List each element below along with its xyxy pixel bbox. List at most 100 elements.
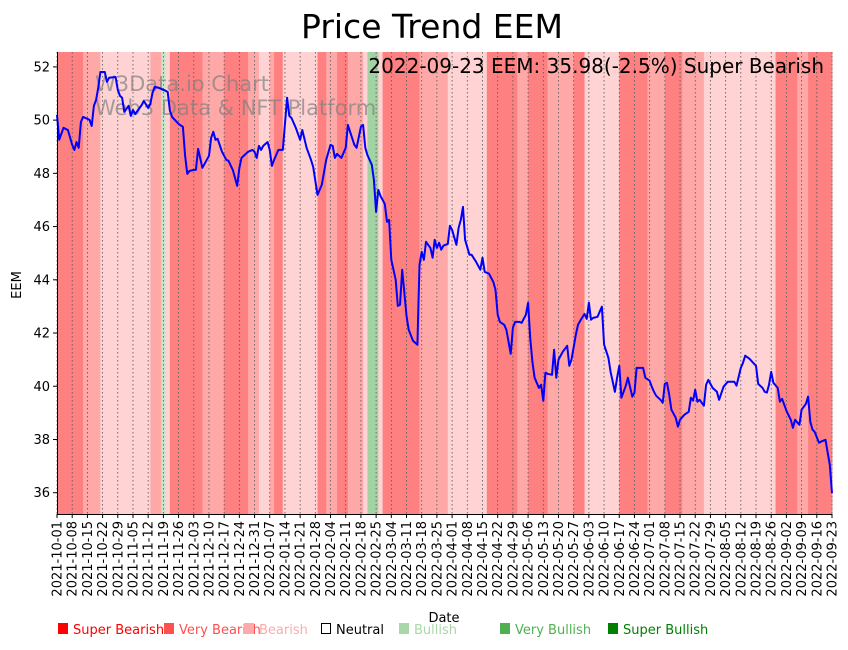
x-axis-label: Date — [428, 611, 459, 626]
watermark: W3Data.io Chart Web3 Data & NFT Platform — [95, 72, 376, 120]
x-tick-label: 2022-06-10 — [598, 521, 613, 597]
legend-swatch — [321, 623, 331, 634]
band-bullish — [161, 52, 167, 514]
band-bearish — [584, 52, 620, 514]
x-tick-label: 2022-07-01 — [643, 521, 658, 597]
x-tick-label: 2022-08-12 — [734, 521, 749, 597]
x-tick-label: 2021-10-29 — [111, 521, 126, 597]
x-tick-label: 2022-03-18 — [415, 521, 430, 597]
y-tick-label: 44 — [33, 273, 50, 288]
band-bearish — [703, 52, 777, 514]
x-tick-label: 2022-03-04 — [385, 521, 400, 597]
x-ticks: 2021-10-01 2021-10-08 2021-10-15 2021-10-22… — [51, 514, 841, 597]
band-very-bearish — [517, 52, 529, 514]
x-tick-label: 2021-10-15 — [81, 521, 96, 597]
x-tick-label: 2021-10-01 — [51, 521, 66, 597]
x-tick-label: 2022-08-05 — [719, 521, 734, 597]
band-super-bearish — [619, 52, 648, 514]
legend-label: Very Bullish — [515, 623, 591, 638]
x-tick-label: 2022-09-09 — [795, 521, 810, 597]
band-very-bearish — [347, 52, 364, 514]
band-very-bearish — [647, 52, 666, 514]
legend-label: Super Bearish — [73, 623, 164, 638]
band-very-bearish — [326, 52, 338, 514]
x-tick-label: 2022-06-17 — [613, 521, 628, 597]
x-tick-label: 2022-04-08 — [461, 521, 476, 597]
legend-item: Bullish — [399, 623, 457, 638]
latest-annotation: 2022-09-23 EEM: 35.98(-2.5%) Super Beari… — [368, 54, 824, 78]
x-tick-label: 2022-06-24 — [628, 521, 643, 597]
watermark-line-1: W3Data.io Chart — [95, 72, 269, 96]
x-tick-label: 2022-09-16 — [810, 521, 825, 597]
x-tick-label: 2021-12-17 — [218, 521, 233, 597]
x-tick-label: 2022-04-15 — [476, 521, 491, 597]
legend-swatch — [244, 623, 254, 634]
x-tick-label: 2022-05-20 — [552, 521, 567, 597]
x-tick-label: 2022-01-28 — [309, 521, 324, 597]
x-tick-label: 2022-07-29 — [704, 521, 719, 597]
band-very-bearish — [150, 52, 162, 514]
y-tick-label: 42 — [33, 327, 50, 342]
band-very-bearish — [269, 52, 275, 514]
x-tick-label: 2021-12-24 — [233, 521, 248, 597]
x-tick-label: 2021-11-19 — [157, 521, 172, 597]
y-tick-label: 36 — [33, 486, 50, 501]
x-tick-label: 2022-02-04 — [324, 521, 339, 597]
legend-swatch — [164, 623, 174, 634]
x-tick-label: 2021-12-31 — [248, 521, 263, 597]
x-tick-label: 2022-03-25 — [430, 521, 445, 597]
legend-item: Bearish — [244, 623, 308, 638]
band-bearish — [165, 52, 171, 514]
band-very-bearish — [83, 52, 101, 514]
band-very-bearish — [419, 52, 449, 514]
x-tick-label: 2022-07-15 — [674, 521, 689, 597]
x-tick-label: 2022-09-23 — [826, 521, 841, 597]
x-tick-label: 2022-07-08 — [658, 521, 673, 597]
band-super-bearish — [808, 52, 833, 514]
x-tick-label: 2022-01-07 — [263, 521, 278, 597]
band-very-bearish — [248, 52, 260, 514]
band-very-bearish — [547, 52, 575, 514]
band-bearish — [258, 52, 271, 514]
x-grid — [56, 52, 833, 514]
x-tick-label: 2022-04-22 — [491, 521, 506, 597]
x-tick-label: 2021-12-10 — [202, 521, 217, 597]
legend-label: Bullish — [414, 623, 457, 638]
y-tick-label: 48 — [33, 167, 50, 182]
band-super-bearish — [224, 52, 249, 514]
legend-item: Super Bearish — [58, 623, 164, 638]
band-bearish — [100, 52, 151, 514]
legend-label: Bearish — [259, 623, 308, 638]
band-super-bearish — [274, 52, 284, 514]
y-tick-label: 46 — [33, 220, 50, 235]
watermark-line-2: Web3 Data & NFT Platform — [95, 96, 376, 120]
legend-swatch — [608, 623, 618, 634]
band-super-bearish — [573, 52, 586, 514]
band-very-bearish — [797, 52, 809, 514]
band-super-bearish — [169, 52, 203, 514]
x-tick-label: 2022-05-06 — [522, 521, 537, 597]
legend-item: Neutral — [321, 623, 384, 638]
x-tick-label: 2022-05-13 — [537, 521, 552, 597]
x-tick-label: 2022-01-14 — [278, 521, 293, 597]
band-super-bearish — [528, 52, 549, 514]
x-tick-label: 2021-11-05 — [126, 521, 141, 597]
price-line — [56, 71, 833, 494]
band-bearish — [378, 52, 384, 514]
legend-swatch — [58, 623, 68, 634]
x-tick-label: 2022-02-11 — [339, 521, 354, 597]
x-tick-label: 2022-05-27 — [567, 521, 582, 597]
legend-swatch — [500, 623, 510, 634]
band-super-bearish — [57, 52, 84, 514]
x-tick-label: 2022-03-11 — [400, 521, 415, 597]
band-very-bearish — [682, 52, 705, 514]
x-tick-label: 2022-02-18 — [354, 521, 369, 597]
x-tick-label: 2021-11-12 — [142, 521, 157, 597]
y-ticks: 36 38 40 42 44 46 48 50 52 — [33, 60, 57, 501]
legend-item: Super Bullish — [608, 623, 708, 638]
band-bearish — [363, 52, 368, 514]
legend-swatch — [399, 623, 409, 634]
x-tick-label: 2021-11-26 — [172, 521, 187, 597]
